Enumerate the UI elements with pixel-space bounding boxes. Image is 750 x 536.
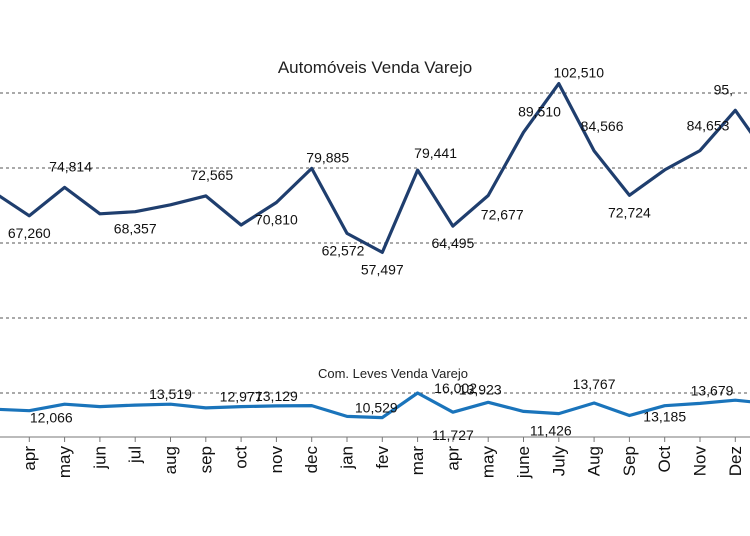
data-label: 72,724 — [608, 204, 651, 220]
data-label: 13,185 — [643, 409, 686, 425]
data-label: 72,565 — [190, 167, 233, 183]
data-label: 13,767 — [573, 376, 616, 392]
x-tick-label: jun — [90, 446, 109, 470]
data-label: 79,885 — [306, 149, 349, 165]
data-label: 89,510 — [518, 103, 561, 119]
data-label: 62,572 — [322, 242, 365, 258]
data-label: 72,677 — [481, 207, 524, 223]
data-label: 13,129 — [255, 388, 298, 404]
chart-marks: 67,260 74,814 68,357 72,565 70,810 79,885 62,5… — [0, 65, 750, 443]
x-tick-label: Sep — [620, 446, 639, 476]
x-axis-ticks: apr may jun jul aug sep oct nov dec jan fev mar apr m… — [20, 437, 745, 479]
x-tick-label: dec — [302, 446, 321, 474]
x-tick-label: apr — [20, 446, 39, 471]
data-label: 102,510 — [553, 65, 604, 81]
data-label: 16,002 — [434, 380, 477, 396]
x-tick-label: fev — [373, 446, 392, 469]
x-tick-label: Nov — [690, 446, 709, 477]
data-label: 95, — [714, 81, 733, 97]
x-tick-label: Oct — [655, 446, 674, 473]
data-label: 57,497 — [361, 261, 404, 277]
x-tick-label: Aug — [585, 446, 604, 476]
data-label: 79,441 — [414, 145, 457, 161]
x-tick-label: aug — [161, 446, 180, 474]
data-label: 74,814 — [49, 158, 92, 174]
data-label: 64,495 — [431, 235, 474, 251]
data-label: 11,727 — [432, 427, 474, 443]
data-label: 13,679 — [691, 382, 734, 398]
data-label: 84,653 — [687, 118, 730, 134]
data-label: 13,923 — [459, 381, 502, 397]
data-label: 84,566 — [581, 118, 624, 134]
x-tick-label: jul — [126, 446, 145, 464]
data-label: 11,426 — [530, 423, 572, 439]
data-label: 70,810 — [255, 212, 298, 228]
chart-title-auto: Automóveis Venda Varejo — [278, 58, 472, 77]
x-tick-label: oct — [232, 446, 251, 469]
chart-title-leves: Com. Leves Venda Varejo — [318, 366, 468, 381]
data-label: 12,977 — [220, 389, 263, 405]
x-tick-label: may — [479, 446, 498, 479]
x-tick-label: jan — [337, 446, 356, 470]
x-tick-label: July — [549, 446, 568, 477]
x-tick-label: sep — [196, 446, 215, 473]
x-tick-label: nov — [267, 446, 286, 474]
x-tick-label: Dez — [726, 446, 745, 476]
x-tick-label: mar — [408, 446, 427, 476]
data-label: 12,066 — [30, 410, 73, 426]
x-tick-label: june — [514, 446, 533, 479]
data-label: 10,529 — [355, 400, 398, 416]
data-label: 67,260 — [8, 225, 51, 241]
gridlines — [0, 92, 750, 438]
x-tick-label: may — [55, 446, 74, 479]
data-label: 13,519 — [149, 386, 192, 402]
data-label: 68,357 — [114, 221, 157, 237]
x-tick-label: apr — [443, 446, 462, 471]
